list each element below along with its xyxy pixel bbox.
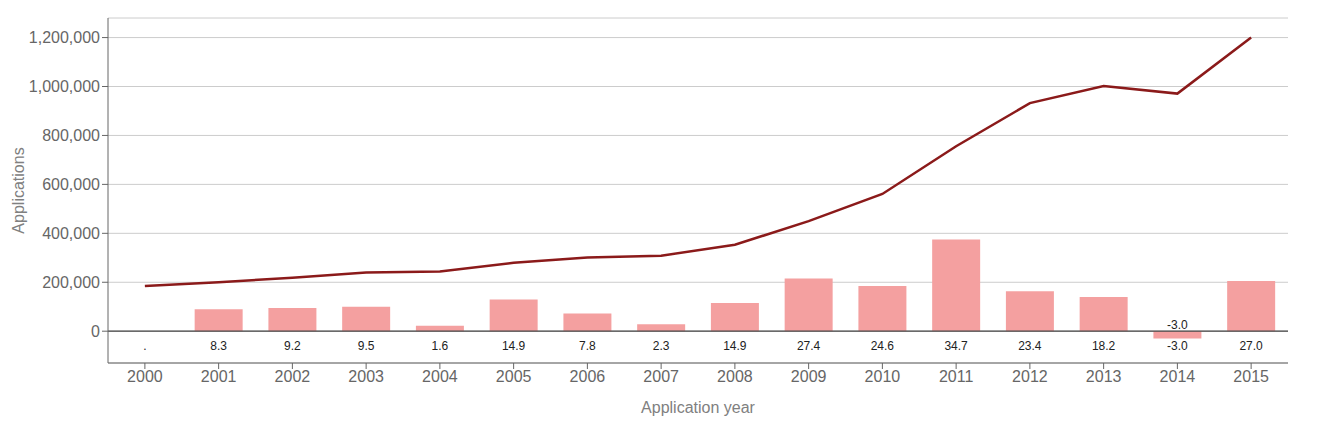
svg-text:-3.0: -3.0 [1167,318,1188,332]
svg-text:34.7: 34.7 [944,339,968,353]
svg-text:18.2: 18.2 [1092,339,1116,353]
svg-text:2015: 2015 [1233,368,1269,385]
svg-text:2000: 2000 [127,368,163,385]
svg-text:2011: 2011 [939,368,974,385]
svg-text:2001: 2001 [201,368,237,385]
svg-text:24.6: 24.6 [871,339,895,353]
svg-text:200,000: 200,000 [42,274,100,291]
svg-text:23.4: 23.4 [1018,339,1042,353]
svg-text:.: . [143,339,146,353]
svg-text:2014: 2014 [1160,368,1196,385]
svg-text:800,000: 800,000 [42,127,100,144]
svg-text:400,000: 400,000 [42,225,100,242]
svg-text:0: 0 [91,323,100,340]
svg-text:9.5: 9.5 [358,339,375,353]
svg-text:14.9: 14.9 [723,339,747,353]
svg-text:2009: 2009 [791,368,827,385]
svg-text:600,000: 600,000 [42,176,100,193]
svg-text:Application year: Application year [641,399,756,416]
svg-text:27.4: 27.4 [797,339,821,353]
svg-text:2006: 2006 [570,368,606,385]
svg-text:1.6: 1.6 [432,339,449,353]
svg-text:14.9: 14.9 [502,339,526,353]
svg-text:2012: 2012 [1012,368,1048,385]
svg-text:2.3: 2.3 [653,339,670,353]
svg-text:2002: 2002 [275,368,311,385]
svg-text:2003: 2003 [348,368,384,385]
svg-text:2004: 2004 [422,368,458,385]
svg-text:2013: 2013 [1086,368,1122,385]
svg-text:27.0: 27.0 [1239,339,1263,353]
svg-text:2008: 2008 [717,368,753,385]
svg-text:1,200,000: 1,200,000 [29,29,100,46]
svg-text:7.8: 7.8 [579,339,596,353]
svg-text:9.2: 9.2 [284,339,301,353]
svg-text:2007: 2007 [643,368,679,385]
svg-text:-3.0: -3.0 [1167,339,1188,353]
svg-text:8.3: 8.3 [210,339,227,353]
svg-text:2005: 2005 [496,368,532,385]
svg-text:1,000,000: 1,000,000 [29,78,100,95]
svg-text:Applications: Applications [10,147,27,233]
svg-text:2010: 2010 [865,368,901,385]
